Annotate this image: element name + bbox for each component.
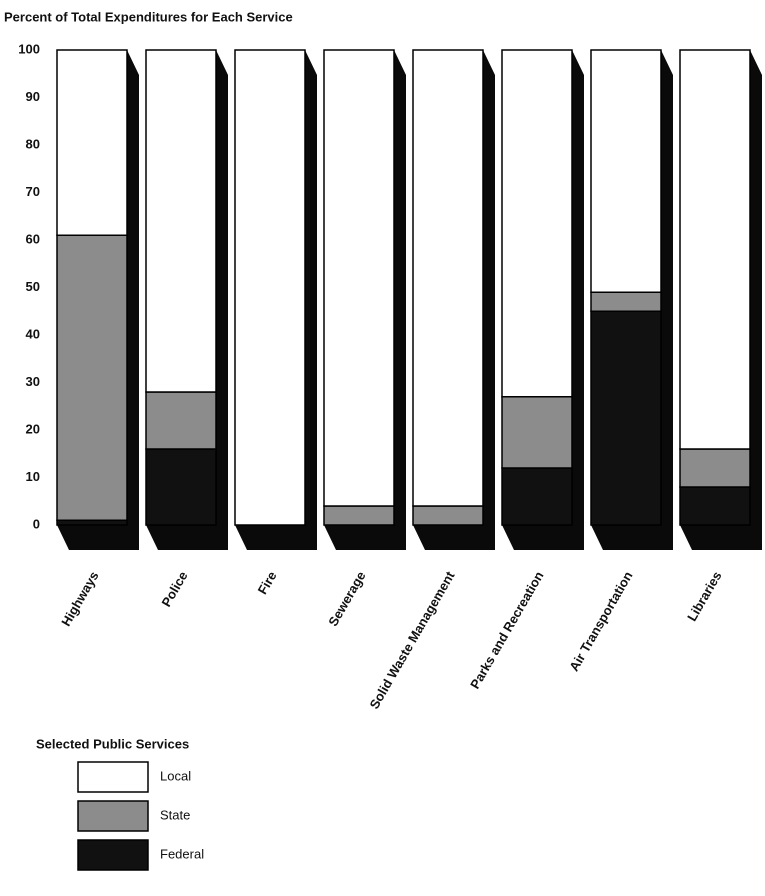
y-tick-label: 40 <box>26 326 40 341</box>
bar-segment <box>679 448 751 488</box>
y-tick-label: 50 <box>26 279 40 294</box>
chart-title: Percent of Total Expenditures for Each S… <box>4 9 293 24</box>
y-tick-label: 60 <box>26 231 40 246</box>
y-tick-label: 20 <box>26 421 40 436</box>
legend-swatch <box>77 800 149 832</box>
bar-segment <box>323 49 395 507</box>
y-tick-label: 0 <box>33 516 40 531</box>
y-tick-label: 100 <box>18 41 40 56</box>
x-tick-label: Police <box>158 569 190 610</box>
y-tick-label: 30 <box>26 374 40 389</box>
x-tick-label: Parks and Recreation <box>467 569 546 692</box>
bar-segment <box>501 467 573 526</box>
bar-segment <box>145 448 217 526</box>
bar-segment <box>590 49 662 293</box>
bar-segment <box>323 505 395 526</box>
x-tick-label: Libraries <box>684 569 724 624</box>
bar-segment <box>412 49 484 507</box>
x-tick-label: Fire <box>255 569 280 597</box>
bar-segment <box>412 505 484 526</box>
x-tick-label: Sewerage <box>325 569 368 629</box>
bar-segment <box>56 49 128 236</box>
x-tick-label: Highways <box>58 569 101 629</box>
legend-swatch <box>77 839 149 871</box>
bar-segment <box>679 49 751 450</box>
bar-segment <box>501 396 573 469</box>
legend-label: State <box>160 807 190 822</box>
legend-label: Local <box>160 768 191 783</box>
x-tick-label: Air Transportation <box>566 569 635 674</box>
bar-segment <box>679 486 751 526</box>
legend-label: Federal <box>160 846 204 861</box>
bar-segment <box>145 391 217 450</box>
legend-title: Selected Public Services <box>36 736 189 751</box>
bar-segment <box>56 234 128 521</box>
bar-segment <box>590 291 662 312</box>
bar-segment <box>145 49 217 393</box>
bar-segment <box>501 49 573 398</box>
y-tick-label: 10 <box>26 469 40 484</box>
bar-segment <box>590 310 662 526</box>
x-tick-label: Solid Waste Management <box>366 568 457 711</box>
legend-swatch <box>77 761 149 793</box>
bar-segment <box>234 49 306 526</box>
y-tick-label: 80 <box>26 136 40 151</box>
y-tick-label: 70 <box>26 184 40 199</box>
y-tick-label: 90 <box>26 89 40 104</box>
